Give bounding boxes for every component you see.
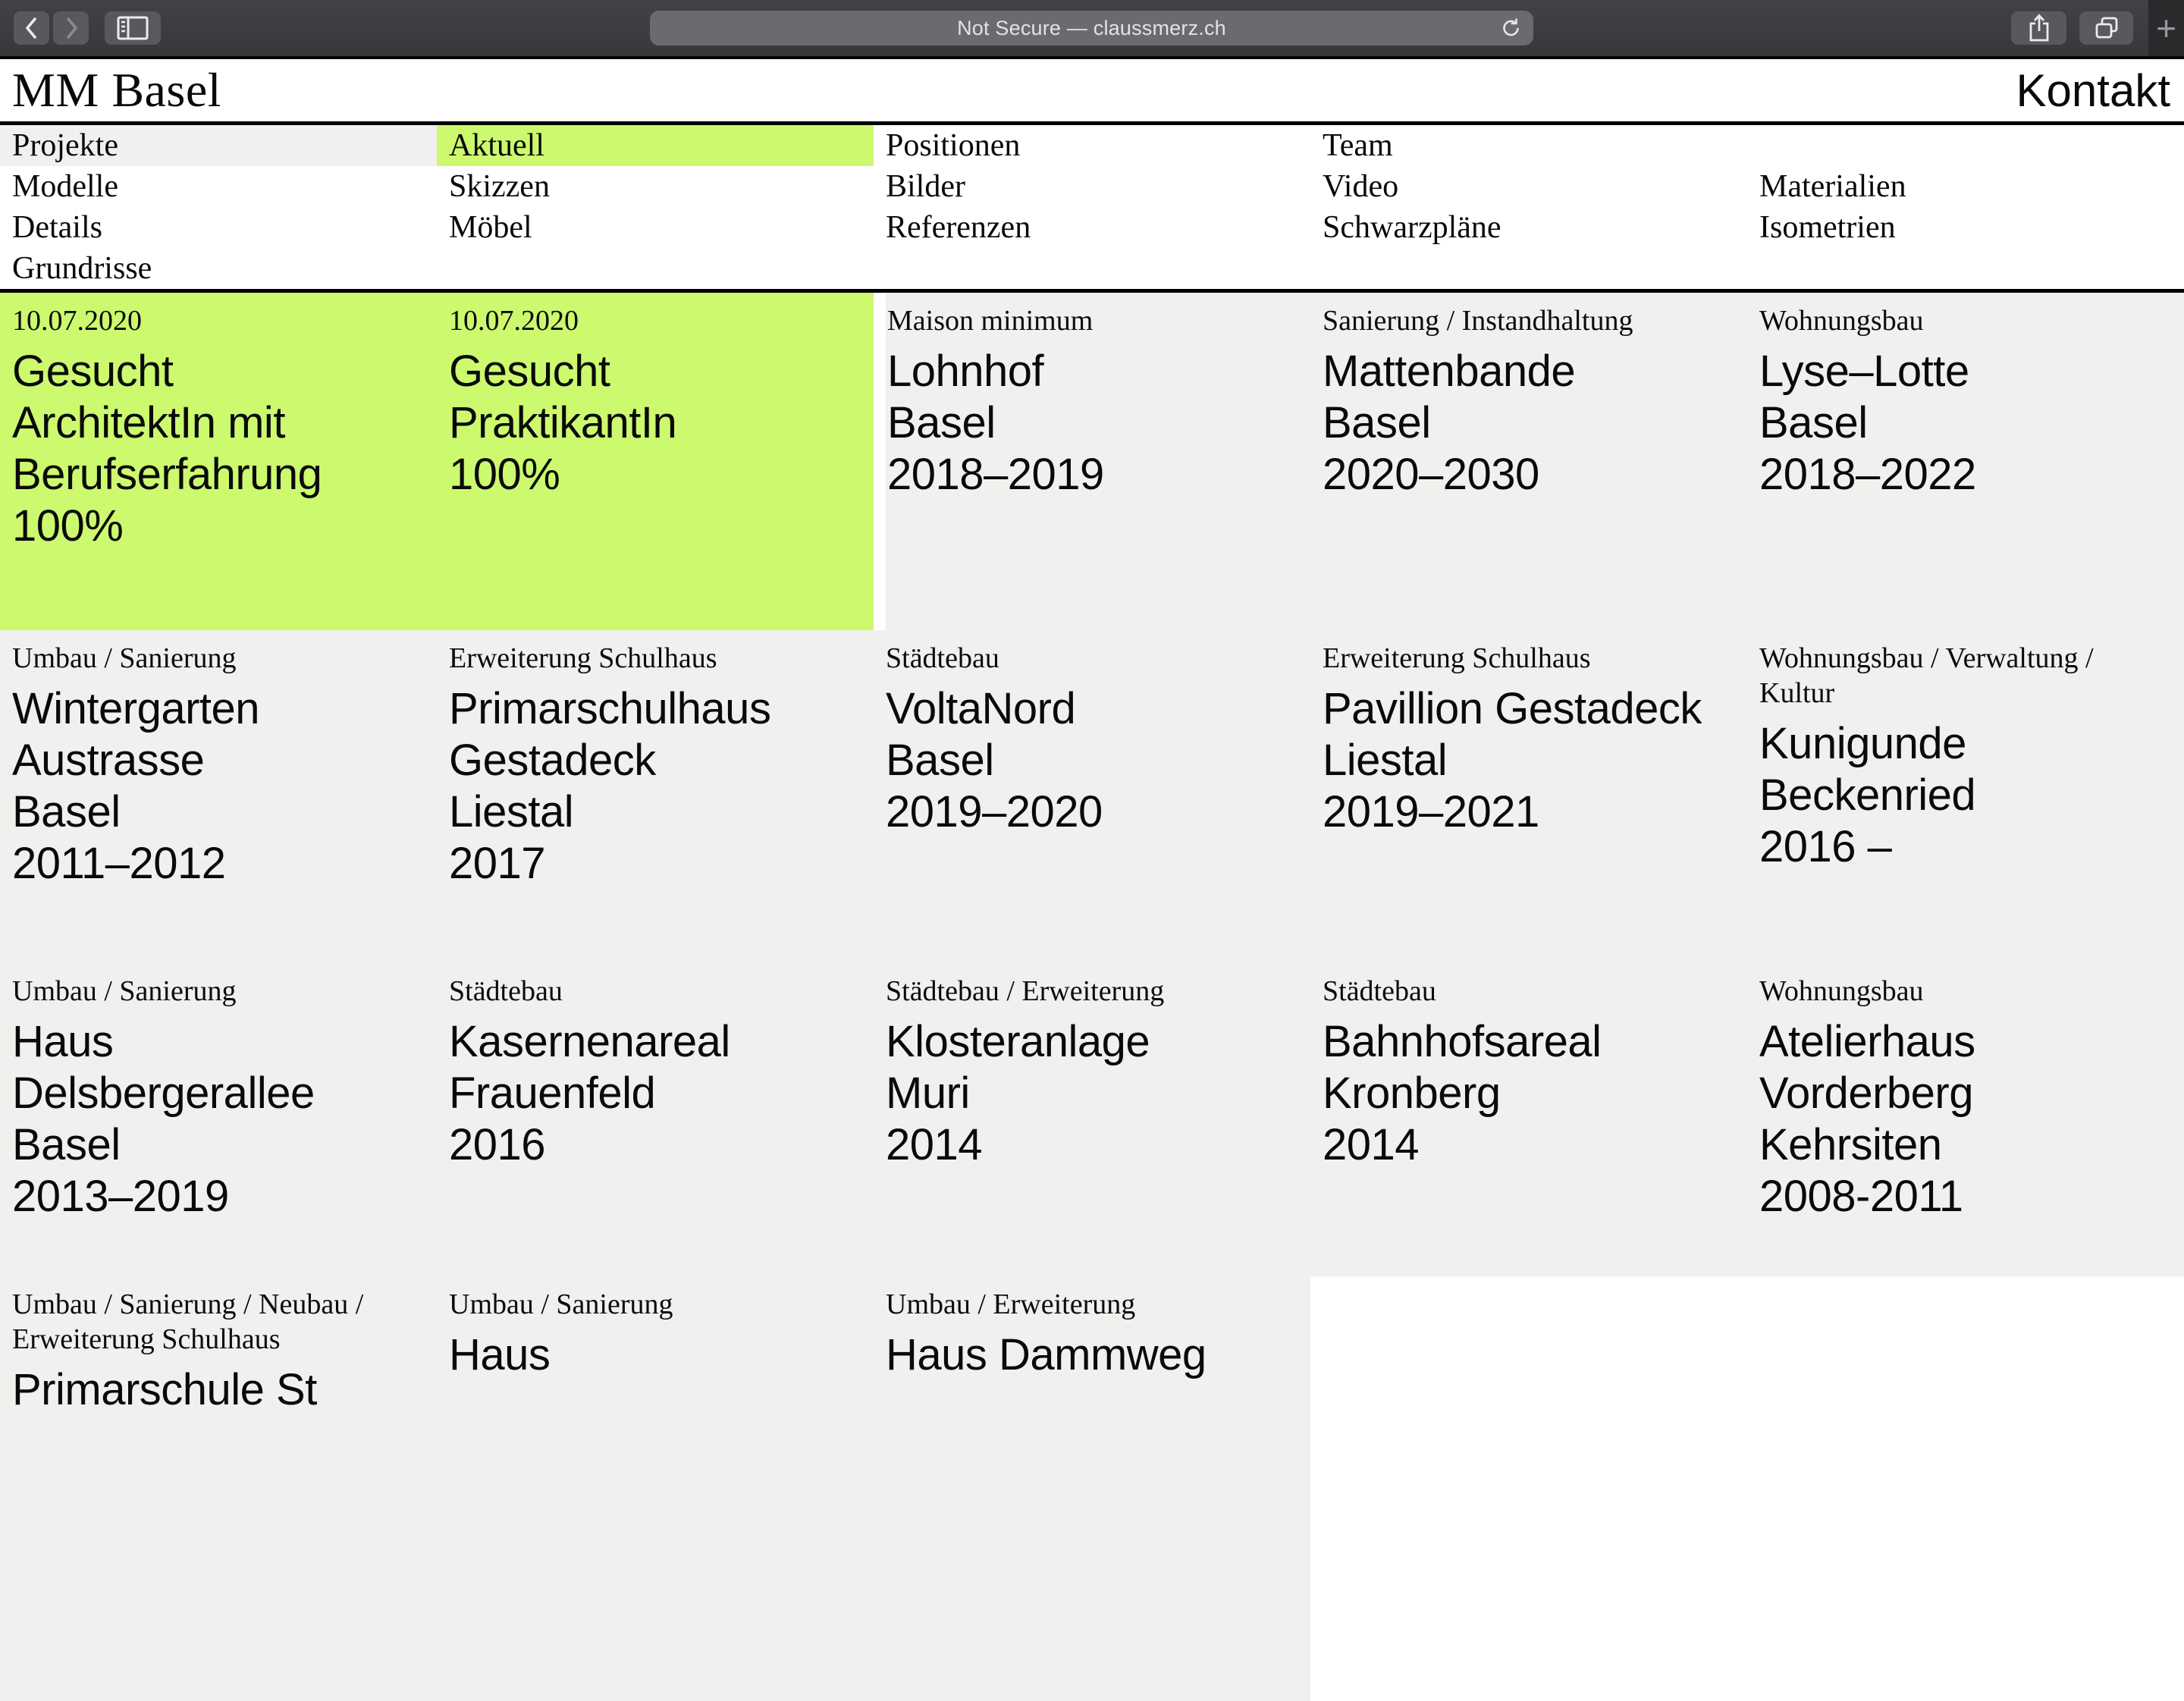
card-category-label: Maison minimum (887, 305, 1094, 337)
share-button[interactable] (2011, 11, 2066, 45)
browser-toolbar: Not Secure — claussmerz.ch + (0, 0, 2184, 59)
project-card[interactable]: Umbau / Sanierung Wintergarten Austrasse… (0, 630, 437, 963)
project-card[interactable]: 10.07.2020 Gesucht PraktikantIn 100% (437, 293, 874, 630)
card-title: Kasernenareal Frauenfeld 2016 (449, 1017, 730, 1169)
card-title: Lyse–Lotte Basel 2018–2022 (1759, 347, 1976, 499)
nav-item-moebel[interactable]: Möbel (449, 210, 532, 245)
card-title: Pavillion Gestadeck Liestal 2019–2021 (1323, 684, 1702, 836)
card-category-label: Städtebau (449, 975, 563, 1007)
project-card[interactable]: Städtebau VoltaNord Basel 2019–2020 (874, 630, 1310, 963)
forward-button[interactable] (53, 11, 89, 45)
card-title: Haus Delsbergerallee Basel 2013–2019 (12, 1017, 315, 1221)
nav-item-bilder[interactable]: Bilder (886, 169, 965, 204)
project-card[interactable]: Erweiterung Schulhaus Pavillion Gestadec… (1310, 630, 1747, 963)
card-title: Haus (449, 1330, 551, 1379)
card-category-label: Städtebau (886, 642, 999, 674)
empty-cell (1310, 1276, 1747, 1701)
nav-item-isometrien[interactable]: Isometrien (1759, 210, 1896, 245)
project-card[interactable]: Umbau / Sanierung / Neubau / Erweiterung… (0, 1276, 437, 1701)
project-card[interactable]: Sanierung / Instandhaltung Mattenbande B… (1310, 293, 1747, 630)
main-nav: Projekte Modelle Details Grundrisse Aktu… (0, 125, 2184, 293)
card-category-label: Wohnungsbau / Verwaltung / Kultur (1759, 642, 2094, 709)
card-category-label: Wohnungsbau (1759, 975, 1924, 1007)
chevron-right-icon (63, 16, 80, 40)
card-category-label: Städtebau / Erweiterung (886, 975, 1165, 1007)
card-category-label: 10.07.2020 (12, 305, 142, 337)
back-button[interactable] (14, 11, 49, 45)
card-title: Primarschulhaus Gestadeck Liestal 2017 (449, 684, 771, 888)
card-category-label: Umbau / Sanierung (12, 642, 237, 674)
share-icon (2028, 14, 2051, 42)
nav-item-schwarzplaene[interactable]: Schwarzpläne (1323, 210, 1502, 245)
project-card[interactable]: Wohnungsbau Atelierhaus Vorderberg Kehrs… (1747, 963, 2184, 1276)
nav-item-materialien[interactable]: Materialien (1759, 169, 1906, 204)
card-category-label: Erweiterung Schulhaus (1323, 642, 1591, 674)
project-card[interactable]: Städtebau / Erweiterung Klosteranlage Mu… (874, 963, 1310, 1276)
contact-link[interactable]: Kontakt (2016, 64, 2170, 116)
new-tab-button[interactable]: + (2148, 0, 2184, 56)
nav-item-team[interactable]: Team (1323, 128, 1393, 163)
project-card[interactable]: Städtebau Bahnhofsareal Kronberg 2014 (1310, 963, 1747, 1276)
project-card[interactable]: Umbau / Sanierung Haus (437, 1276, 874, 1701)
nav-item-skizzen[interactable]: Skizzen (449, 169, 550, 204)
card-category-label: Umbau / Sanierung / Neubau / Erweiterung… (12, 1288, 364, 1355)
site-header: MM Basel Kontakt (0, 59, 2184, 125)
nav-item-modelle[interactable]: Modelle (12, 169, 118, 204)
card-title: Lohnhof Basel 2018–2019 (887, 347, 1104, 499)
card-title: Haus Dammweg (886, 1330, 1207, 1379)
nav-item-projekte[interactable]: Projekte (0, 125, 437, 166)
tabs-icon (2094, 15, 2120, 41)
card-title: Mattenbande Basel 2020–2030 (1323, 347, 1576, 499)
brand-link[interactable]: MM Basel (12, 63, 221, 117)
nav-item-video[interactable]: Video (1323, 169, 1399, 204)
tabs-overview-button[interactable] (2079, 11, 2133, 45)
card-category-label: Umbau / Sanierung (12, 975, 237, 1007)
card-category-label: Wohnungsbau (1759, 305, 1924, 337)
chevron-left-icon (24, 16, 40, 40)
nav-item-grundrisse[interactable]: Grundrisse (12, 251, 152, 286)
card-title: Gesucht PraktikantIn 100% (449, 347, 677, 499)
card-title: Kunigunde Beckenried 2016 – (1759, 719, 1976, 871)
empty-cell (1747, 1276, 2184, 1701)
project-card[interactable]: 10.07.2020 Gesucht ArchitektIn mit Beruf… (0, 293, 437, 630)
plus-icon: + (2156, 8, 2176, 48)
nav-item-details[interactable]: Details (12, 210, 102, 245)
project-card[interactable]: Maison minimum Lohnhof Basel 2018–2019 (874, 293, 1310, 630)
card-category-label: Städtebau (1323, 975, 1436, 1007)
card-title: Wintergarten Austrasse Basel 2011–2012 (12, 684, 260, 888)
project-card[interactable]: Wohnungsbau / Verwaltung / Kultur Kunigu… (1747, 630, 2184, 963)
card-category-label: Sanierung / Instandhaltung (1323, 305, 1633, 337)
nav-item-aktuell[interactable]: Aktuell (437, 125, 874, 166)
card-category-label: Umbau / Sanierung (449, 1288, 673, 1320)
project-card[interactable]: Städtebau Kasernenareal Frauenfeld 2016 (437, 963, 874, 1276)
card-title: VoltaNord Basel 2019–2020 (886, 684, 1103, 836)
card-category-label: Erweiterung Schulhaus (449, 642, 717, 674)
nav-item-referenzen[interactable]: Referenzen (886, 210, 1031, 245)
project-card[interactable]: Wohnungsbau Lyse–Lotte Basel 2018–2022 (1747, 293, 2184, 630)
card-category-label: Umbau / Erweiterung (886, 1288, 1136, 1320)
card-title: Bahnhofsareal Kronberg 2014 (1323, 1017, 1602, 1169)
card-category-label: 10.07.2020 (449, 305, 579, 337)
sidebar-icon (117, 15, 149, 41)
project-card[interactable]: Umbau / Erweiterung Haus Dammweg (874, 1276, 1310, 1701)
project-card[interactable]: Umbau / Sanierung Haus Delsbergerallee B… (0, 963, 437, 1276)
card-title: Klosteranlage Muri 2014 (886, 1017, 1150, 1169)
refresh-icon[interactable] (1499, 16, 1523, 44)
card-title: Atelierhaus Vorderberg Kehrsiten 2008-20… (1759, 1017, 1975, 1221)
sidebar-toggle-button[interactable] (105, 11, 161, 45)
card-title: Primarschule St (12, 1365, 317, 1414)
card-title: Gesucht ArchitektIn mit Berufserfahrung … (12, 347, 322, 551)
project-card[interactable]: Erweiterung Schulhaus Primarschulhaus Ge… (437, 630, 874, 963)
address-bar[interactable]: Not Secure — claussmerz.ch (650, 11, 1533, 46)
address-text: Not Secure — claussmerz.ch (957, 16, 1226, 39)
project-grid: 10.07.2020 Gesucht ArchitektIn mit Beruf… (0, 293, 2184, 1701)
nav-item-positionen[interactable]: Positionen (886, 128, 1021, 163)
